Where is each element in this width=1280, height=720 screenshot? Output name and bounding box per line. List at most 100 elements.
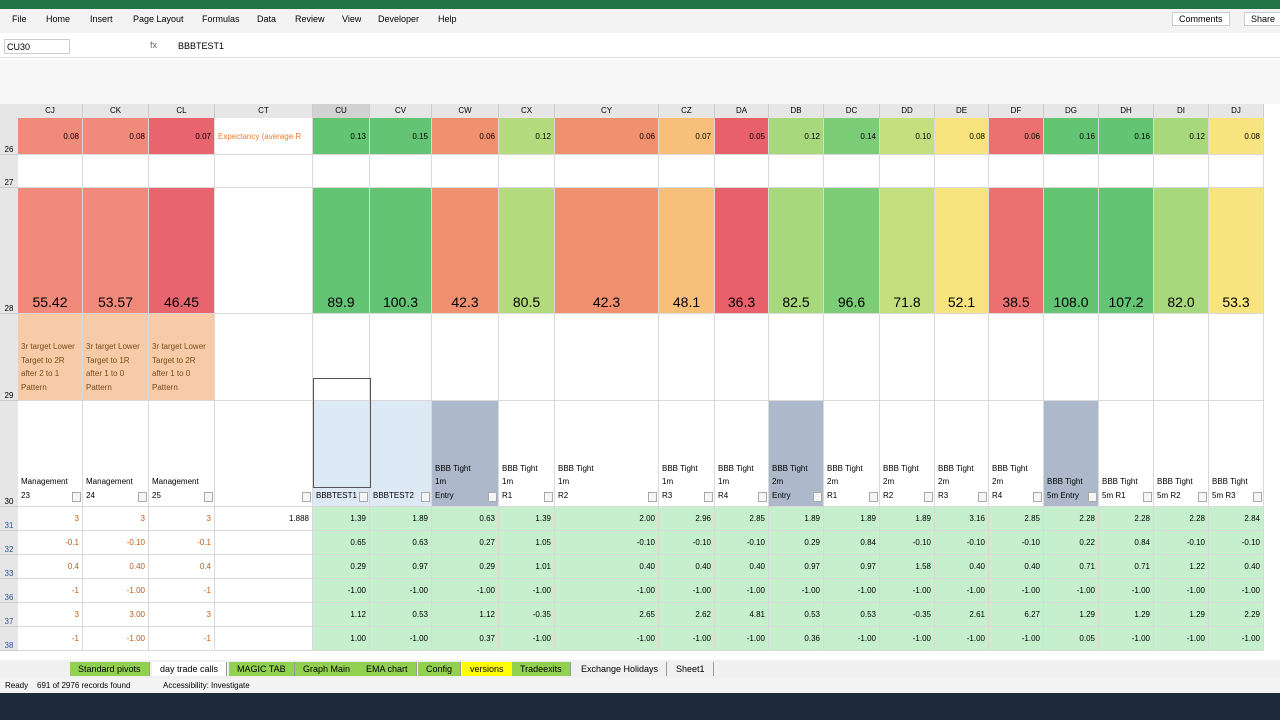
cell: 1.12 <box>313 603 370 627</box>
cell <box>313 155 370 188</box>
cell: 0.08 <box>83 118 149 155</box>
ribbon-tab[interactable]: Formulas <box>202 14 240 24</box>
ribbon-tab[interactable]: Help <box>438 14 457 24</box>
cell <box>1209 314 1264 401</box>
cell: 80.5 <box>499 188 555 314</box>
filter-button[interactable] <box>704 492 713 502</box>
header-line: BBB Tight <box>1212 477 1248 486</box>
cell: 1.05 <box>499 531 555 555</box>
cell <box>215 314 313 401</box>
column-header: CW <box>432 104 499 118</box>
column-header: DG <box>1044 104 1099 118</box>
cell: -0.10 <box>555 531 659 555</box>
filter-button[interactable] <box>1253 492 1262 502</box>
filter-button[interactable] <box>869 492 878 502</box>
ribbon-tab[interactable]: Page Layout <box>133 14 184 24</box>
cell <box>18 155 83 188</box>
cell: 2.85 <box>989 507 1044 531</box>
cell: 0.27 <box>432 531 499 555</box>
cell: -1.00 <box>432 579 499 603</box>
header-line: Entry <box>435 490 454 500</box>
header-line: 5m Entry <box>1047 490 1080 500</box>
selected-cell[interactable] <box>313 378 371 488</box>
cell <box>149 155 215 188</box>
ribbon-tab[interactable]: Insert <box>90 14 113 24</box>
sheet-tab[interactable]: Tradeexits <box>512 662 571 676</box>
filter-button[interactable] <box>924 492 933 502</box>
cell: 1.89 <box>880 507 935 531</box>
cell: -1.00 <box>499 627 555 651</box>
cell: -1.00 <box>1099 579 1154 603</box>
ribbon-tab[interactable]: Review <box>295 14 325 24</box>
filter-button[interactable] <box>138 492 147 502</box>
cell: -1.00 <box>370 579 432 603</box>
ribbon-tab[interactable]: Data <box>257 14 277 24</box>
filter-button[interactable] <box>1143 492 1152 502</box>
header-line: BBBTEST1 <box>316 490 357 500</box>
filter-button[interactable] <box>648 492 657 502</box>
cell: 0.10 <box>880 118 935 155</box>
cell: -1.00 <box>824 627 880 651</box>
sheet-tab[interactable]: Config <box>418 662 462 676</box>
ribbon-tab[interactable]: File <box>12 14 27 24</box>
sheet-tab[interactable]: Standard pivots <box>70 662 150 676</box>
cell: 0.71 <box>1044 555 1099 579</box>
cell: 2.96 <box>659 507 715 531</box>
header-line: BBB Tight <box>827 463 863 473</box>
filter-button[interactable] <box>302 492 311 502</box>
cell: 2.29 <box>1209 603 1264 627</box>
sheet-tab[interactable]: day trade calls <box>152 662 228 676</box>
ribbon-tab[interactable]: View <box>342 14 362 24</box>
cell: -1.00 <box>370 627 432 651</box>
cell: -1.00 <box>880 627 935 651</box>
formula[interactable]: BBBTEST1 <box>178 41 225 51</box>
cell: 0.05 <box>1044 627 1099 651</box>
sheet-tab[interactable]: Exchange Holidays <box>573 662 668 676</box>
cell <box>499 155 555 188</box>
sheet-tab[interactable]: MAGIC TAB <box>229 662 295 676</box>
cell: 0.13 <box>313 118 370 155</box>
cell: -1.00 <box>935 627 989 651</box>
ribbon-tab[interactable]: Home <box>46 14 71 24</box>
share-button[interactable]: Share <box>1244 12 1280 26</box>
filter-button[interactable] <box>544 492 553 502</box>
filter-button[interactable] <box>1198 492 1207 502</box>
filter-button[interactable] <box>421 492 430 502</box>
cell: BBB Tight 5m R1 <box>1099 401 1154 507</box>
row-header: 26 <box>0 118 18 155</box>
header-line: R3 <box>938 490 949 500</box>
ribbon-tab[interactable]: Developer <box>378 14 420 24</box>
cell <box>935 314 989 401</box>
cell: -0.1 <box>18 531 83 555</box>
header-line: BBB Tight <box>435 463 471 473</box>
filter-button[interactable] <box>1033 492 1042 502</box>
sheet-tab[interactable]: Sheet1 <box>668 662 714 676</box>
filter-button[interactable] <box>72 492 81 502</box>
filter-button[interactable] <box>758 492 767 502</box>
cell: -1.00 <box>824 579 880 603</box>
comments-button[interactable]: Comments <box>1172 12 1230 26</box>
header-line: R1 <box>827 490 838 500</box>
header-line: 1m <box>718 477 730 486</box>
header-line: 24 <box>86 490 95 500</box>
filter-button[interactable] <box>204 492 213 502</box>
sheet-tab[interactable]: Graph Main <box>295 662 360 676</box>
cell: 3.16 <box>935 507 989 531</box>
filter-button[interactable] <box>978 492 987 502</box>
filter-button[interactable] <box>1088 492 1097 502</box>
filter-button[interactable] <box>488 492 497 502</box>
sheet-tab[interactable]: EMA chart <box>358 662 417 676</box>
cell: BBB Tight 2m R3 <box>935 401 989 507</box>
cell: BBB Tight 2m R1 <box>824 401 880 507</box>
header-line: 2m <box>883 477 895 486</box>
sheet-tab[interactable]: versions <box>462 662 513 676</box>
cell: -1.00 <box>989 627 1044 651</box>
header-line: BBB Tight <box>558 463 594 473</box>
filter-button[interactable] <box>359 492 368 502</box>
name-box[interactable]: CU30 <box>4 39 70 54</box>
header-line: BBB Tight <box>938 463 974 473</box>
column-header: CZ <box>659 104 715 118</box>
cell <box>83 155 149 188</box>
taskbar <box>0 693 1280 720</box>
filter-button[interactable] <box>813 492 822 502</box>
